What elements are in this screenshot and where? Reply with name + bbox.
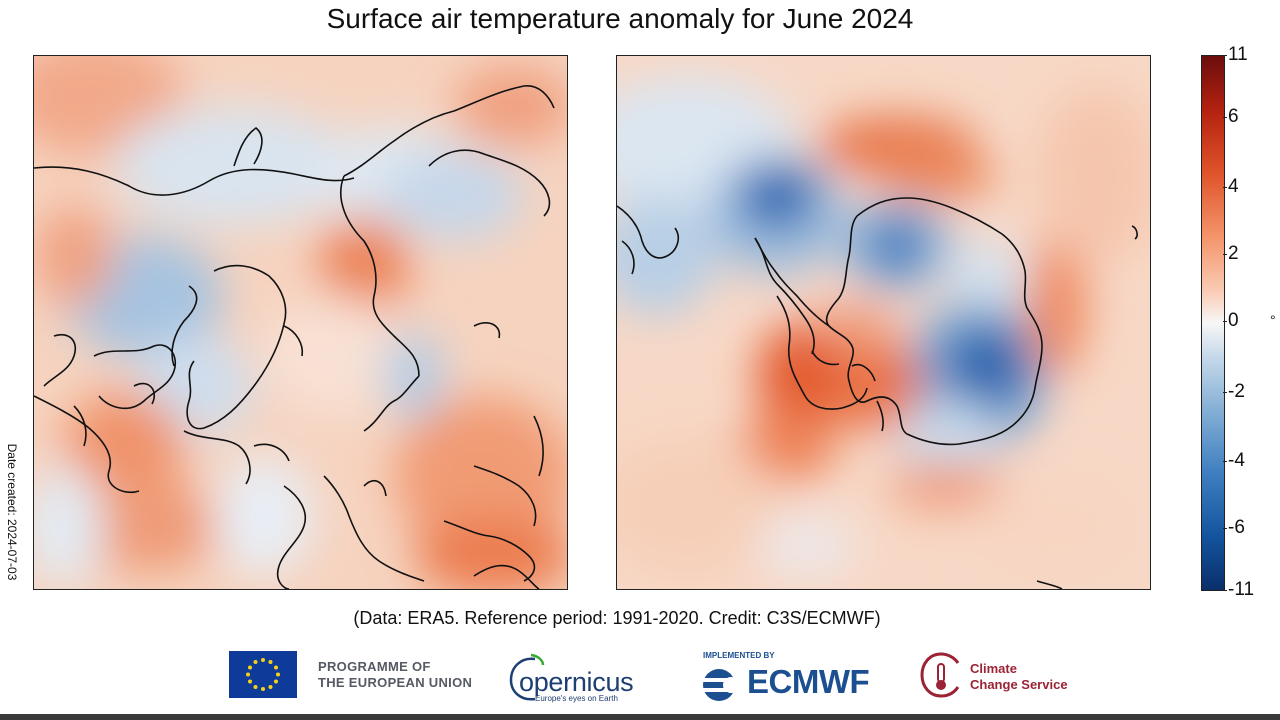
colorbar [1201, 55, 1225, 591]
c3s-logo: Climate Change Service [920, 651, 1090, 703]
logo-row: PROGRAMME OF THE EUROPEAN UNION opernicu… [0, 645, 1280, 710]
south-coastlines [617, 197, 1138, 589]
colorbar-tick-neg4: -4 [1223, 450, 1245, 471]
colorbar-tick-neg6: -6 [1223, 517, 1245, 538]
c3s-text: Climate Change Service [970, 661, 1068, 693]
copernicus-wordmark: opernicus [519, 667, 634, 697]
eu-line-2: THE EUROPEAN UNION [318, 675, 473, 690]
colorbar-tick-11: 11 [1223, 44, 1248, 65]
ecmwf-logo: IMPLEMENTED BY ECMWF [701, 649, 891, 705]
copernicus-c-icon [509, 653, 545, 701]
colorbar-tick-2: 2 [1223, 243, 1239, 264]
colorbar-tick-6: 6 [1223, 106, 1239, 127]
page-title: Surface air temperature anomaly for June… [326, 3, 914, 34]
copernicus-logo: opernicus Europe's eyes on Earth [505, 649, 655, 705]
c3s-line-2: Change Service [970, 677, 1068, 692]
south-polar-map-svg [617, 56, 1150, 589]
eu-flag-logo [229, 651, 297, 698]
colorbar-tick-0: 0 [1223, 310, 1239, 331]
south-polar-map [616, 55, 1151, 590]
colorbar-unit: ° [1270, 312, 1276, 328]
bottom-bar [0, 714, 1280, 720]
ecmwf-implemented-by: IMPLEMENTED BY [703, 651, 775, 660]
colorbar-tick-neg2: -2 [1223, 381, 1245, 402]
credit-line: (Data: ERA5. Reference period: 1991-2020… [353, 608, 881, 628]
eu-programme-text: PROGRAMME OF THE EUROPEAN UNION [318, 659, 472, 691]
c3s-thermometer-icon [920, 652, 960, 698]
c3s-line-1: Climate [970, 661, 1017, 676]
eu-line-1: PROGRAMME OF [318, 659, 431, 674]
north-polar-map [33, 55, 568, 590]
date-created: Date created: 2024-07-03 [5, 443, 19, 581]
north-polar-map-svg [34, 56, 567, 589]
colorbar-tick-4: 4 [1223, 176, 1239, 197]
ecmwf-wordmark: ECMWF [747, 663, 870, 700]
ecmwf-symbol-icon [703, 669, 743, 701]
colorbar-tick-neg11: -11 [1222, 579, 1255, 600]
north-anomaly-field [34, 56, 567, 589]
copernicus-tagline: Europe's eyes on Earth [535, 694, 618, 703]
eu-stars-icon [246, 658, 280, 691]
north-coastlines [34, 85, 555, 589]
